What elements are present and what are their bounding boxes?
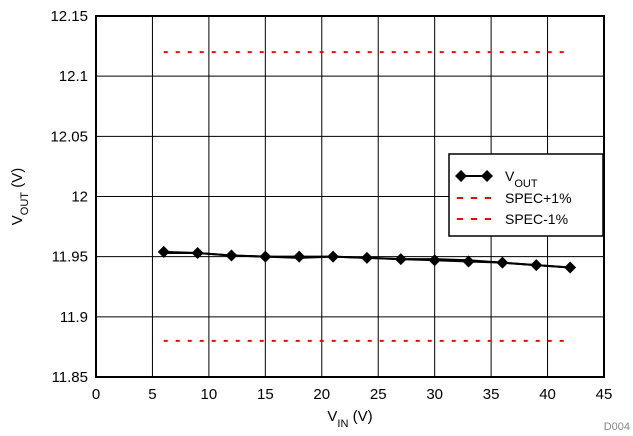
legend-vout-marker [481, 170, 493, 182]
y-axis-title: VOUT (V) [9, 168, 31, 225]
vout-marker [428, 254, 441, 267]
x-tick-labels: 0 5 10 15 20 25 30 35 40 45 [92, 386, 613, 403]
vout-marker [462, 255, 475, 268]
y-tick-label: 11.95 [52, 249, 88, 266]
x-tick-label: 20 [313, 386, 330, 403]
plot-frame [95, 15, 605, 378]
x-tick-label: 30 [426, 386, 443, 403]
x-tick-label: 40 [539, 386, 556, 403]
vout-marker [157, 245, 170, 258]
y-tick-labels: 11.85 11.9 11.95 12 12.05 12.1 12.15 [50, 8, 88, 386]
vout-marker [225, 249, 238, 262]
x-tick-label: 45 [596, 386, 613, 403]
vout-marker [360, 251, 373, 264]
vout-marker [327, 250, 340, 263]
vout-marker [293, 250, 306, 263]
y-tick-label: 12.15 [50, 8, 88, 25]
x-tick-label: 15 [257, 386, 274, 403]
legend-vout-marker [455, 170, 467, 182]
y-tick-label: 12 [71, 189, 88, 206]
x-tick-label: 35 [483, 386, 500, 403]
y-tick-label: 11.9 [60, 309, 88, 326]
legend-label-spec: SPEC+1% [505, 190, 572, 206]
vout-series [157, 245, 577, 274]
x-axis-title: VIN (V) [327, 408, 372, 430]
vout-marker [496, 256, 509, 269]
figure-id: D004 [604, 421, 630, 433]
spec-lines [163, 51, 571, 342]
x-tick-label: 5 [148, 386, 156, 403]
vout-marker [259, 250, 272, 263]
y-tick-label: 11.85 [52, 369, 88, 386]
y-tick-label: 12.05 [50, 128, 88, 145]
vout-marker [564, 261, 577, 274]
legend-label-vout: VOUT [505, 168, 538, 190]
vout-marker [530, 259, 543, 272]
vout-marker [394, 253, 407, 266]
y-tick-label: 12.1 [59, 68, 88, 85]
x-tick-label: 25 [370, 386, 387, 403]
legend-label-spec: SPEC-1% [505, 211, 568, 227]
x-tick-label: 0 [92, 386, 100, 403]
vout-marker [191, 247, 204, 260]
legend-box [448, 153, 604, 237]
x-tick-label: 10 [201, 386, 218, 403]
